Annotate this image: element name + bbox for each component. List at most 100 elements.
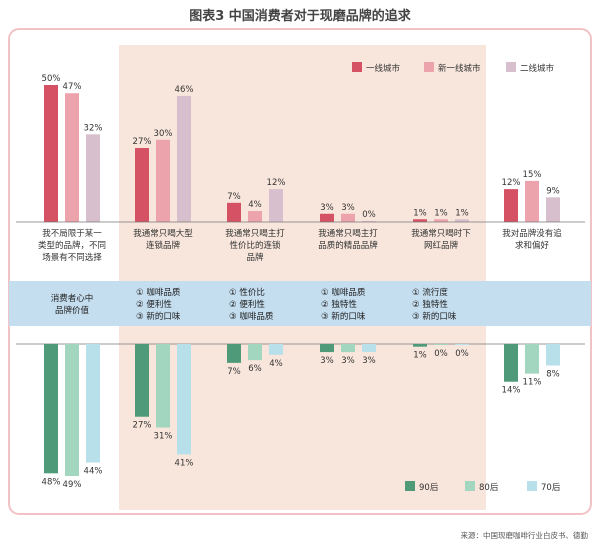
category-label-1-0: 我通常只喝大型 xyxy=(133,228,193,239)
category-label-1-1: 连锁品牌 xyxy=(146,240,181,251)
category-label-4-0: 我通常只喝时下 xyxy=(411,228,471,239)
value-label-bottom-5-0: 14% xyxy=(502,386,521,396)
value-label-bottom-4-0: 1% xyxy=(413,351,427,361)
bar-bottom-2-1 xyxy=(248,344,262,361)
legend-label-bottom-0: 90后 xyxy=(419,482,439,493)
value-label-bottom-3-1: 3% xyxy=(341,356,355,366)
value-label-bottom-0-0: 48% xyxy=(42,477,61,487)
legend-bottom: 90后 80后 70后 xyxy=(405,481,561,493)
value-band xyxy=(9,281,591,326)
category-label-4-1: 网红品牌 xyxy=(424,240,459,251)
band-factor-2-0: ① 性价比 xyxy=(229,287,265,298)
top-bars: 50% 27% 7% 3% 1% 12% 47% 30% 4% 3% 1% 15% 32% 46% 12% 0… xyxy=(42,74,560,222)
legend-swatch-top-2 xyxy=(506,62,516,72)
category-label-2-1: 性价比的连锁 xyxy=(229,240,281,251)
value-label-top-0-1: 47% xyxy=(63,82,82,92)
value-label-bottom-2-1: 6% xyxy=(248,364,262,374)
category-label-0-1: 类型的品牌，不同 xyxy=(38,240,106,251)
bar-bottom-4-0 xyxy=(413,344,427,347)
bar-top-4-0 xyxy=(413,219,427,222)
bar-top-3-0 xyxy=(320,213,334,222)
band-factor-4-2: ③ 新的口味 xyxy=(412,311,457,322)
bar-bottom-0-0 xyxy=(44,344,58,474)
band-factor-1-0: ① 咖啡品质 xyxy=(136,287,181,298)
value-label-bottom-4-2: 0% xyxy=(455,349,469,359)
bar-bottom-4-1 xyxy=(434,344,448,345)
legend-swatch-top-1 xyxy=(424,62,434,72)
band-factor-2-2: ③ 咖啡品质 xyxy=(229,311,274,322)
value-label-top-0-0: 50% xyxy=(42,74,61,84)
value-label-top-3-1: 3% xyxy=(341,203,355,213)
value-label-bottom-0-2: 44% xyxy=(84,467,103,477)
bar-bottom-0-2 xyxy=(86,344,100,463)
band-factor-4-0: ① 流行度 xyxy=(412,287,448,298)
band-factor-3-1: ② 独特性 xyxy=(321,299,357,310)
value-label-top-2-0: 7% xyxy=(227,192,241,202)
bar-bottom-4-2 xyxy=(455,344,469,345)
bar-bottom-2-0 xyxy=(227,344,241,363)
bar-bottom-1-1 xyxy=(156,344,170,428)
category-label-2-2: 品牌 xyxy=(246,252,264,263)
legend-top: 一线城市 新一线城市 二线城市 xyxy=(352,62,555,74)
bar-top-2-2 xyxy=(269,189,283,222)
value-label-top-3-0: 3% xyxy=(320,203,334,213)
source-note: 来源：中国现磨咖啡行业白皮书、德勤 xyxy=(461,530,589,540)
bar-bottom-3-0 xyxy=(320,344,334,353)
bar-top-5-0 xyxy=(504,189,518,222)
value-label-top-5-1: 15% xyxy=(523,170,542,180)
band-label-0: 消费者心中 xyxy=(51,293,94,304)
bar-top-1-2 xyxy=(177,95,191,222)
legend-swatch-bottom-2 xyxy=(527,481,537,491)
legend-label-top-1: 新一线城市 xyxy=(438,63,481,74)
chart-title: 图表3 中国消费者对于现磨品牌的追求 xyxy=(189,8,412,24)
bar-top-0-2 xyxy=(86,134,100,222)
value-label-top-1-1: 30% xyxy=(154,129,173,139)
legend-swatch-bottom-0 xyxy=(405,481,415,491)
bar-top-1-0 xyxy=(135,148,149,222)
value-label-bottom-2-2: 4% xyxy=(269,359,283,369)
value-label-bottom-5-2: 8% xyxy=(546,370,560,380)
value-label-top-1-2: 46% xyxy=(175,85,194,95)
category-label-0-2: 场景有不同选择 xyxy=(42,252,102,263)
category-label-5-0: 我对品牌没有追 xyxy=(502,228,562,239)
bar-top-0-0 xyxy=(44,85,58,222)
bar-bottom-5-2 xyxy=(546,344,560,366)
value-label-top-3-2: 0% xyxy=(362,210,376,220)
bar-top-5-1 xyxy=(525,180,539,222)
band-factor-3-0: ① 咖啡品质 xyxy=(321,287,366,298)
bar-bottom-5-0 xyxy=(504,344,518,382)
band-factor-1-2: ③ 新的口味 xyxy=(136,311,181,322)
outer-frame xyxy=(8,28,592,515)
bar-top-0-1 xyxy=(65,93,79,222)
bar-top-4-1 xyxy=(434,219,448,222)
bar-top-1-1 xyxy=(156,139,170,222)
category-label-2-0: 我通常只喝主打 xyxy=(225,228,285,239)
category-label-5-1: 求和偏好 xyxy=(515,240,550,251)
value-label-bottom-1-1: 31% xyxy=(154,432,173,442)
bar-top-2-0 xyxy=(227,202,241,222)
band-label-1: 品牌价值 xyxy=(55,305,90,316)
bar-top-3-1 xyxy=(341,213,355,222)
bar-bottom-0-1 xyxy=(65,344,79,476)
value-label-top-4-2: 1% xyxy=(455,208,469,218)
bar-top-3-2 xyxy=(362,221,376,222)
value-label-top-2-2: 12% xyxy=(267,178,286,188)
highlight-panel xyxy=(119,45,486,510)
legend-label-bottom-1: 80后 xyxy=(479,482,499,493)
value-label-bottom-3-2: 3% xyxy=(362,356,376,366)
band-factor-1-1: ② 便利性 xyxy=(136,299,172,310)
band-factor-3-2: ③ 新的口味 xyxy=(321,311,366,322)
bar-top-4-2 xyxy=(455,219,469,222)
category-label-3-1: 品质的精品品牌 xyxy=(318,240,378,251)
value-label-top-5-0: 12% xyxy=(502,178,521,188)
bar-bottom-5-1 xyxy=(525,344,539,374)
legend-label-top-2: 二线城市 xyxy=(520,63,555,74)
band-factor-4-1: ② 独特性 xyxy=(412,299,448,310)
value-label-bottom-3-0: 3% xyxy=(320,356,334,366)
bar-bottom-1-0 xyxy=(135,344,149,417)
bar-top-2-1 xyxy=(248,211,262,222)
value-label-top-1-0: 27% xyxy=(133,137,152,147)
value-label-bottom-4-1: 0% xyxy=(434,349,448,359)
